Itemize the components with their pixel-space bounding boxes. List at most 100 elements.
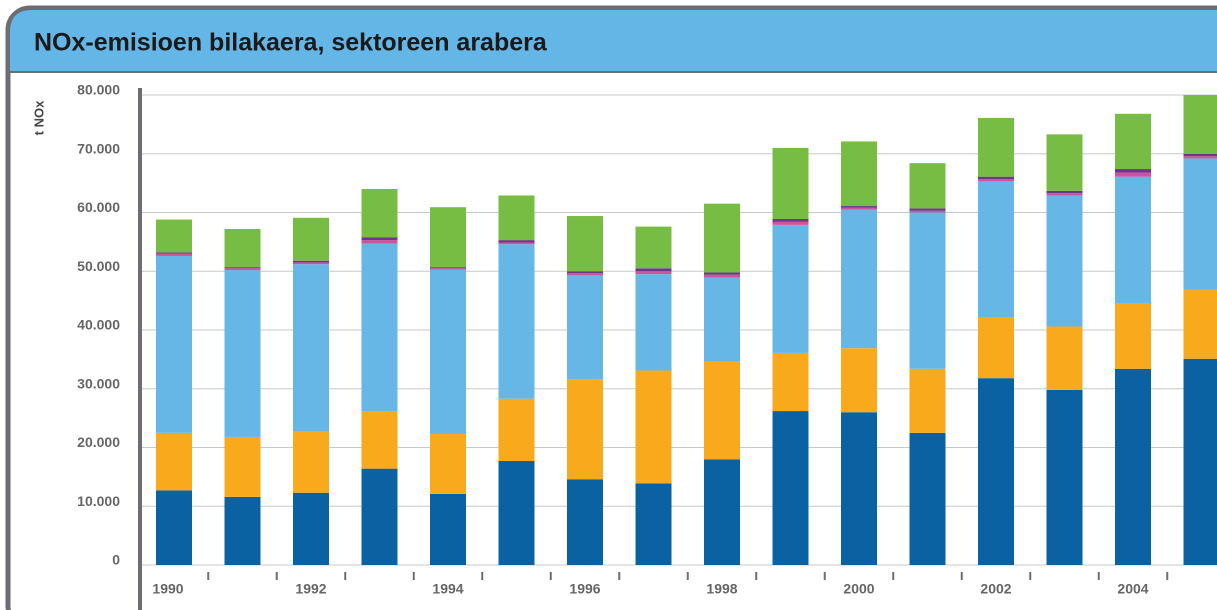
bar-segment xyxy=(1115,302,1151,369)
bar-segment xyxy=(772,352,809,412)
bar-segment xyxy=(498,242,535,245)
y-tick-label: 0 xyxy=(112,552,120,568)
bar-segment xyxy=(1183,156,1217,159)
bar-segment xyxy=(978,317,1014,379)
bar-segment xyxy=(909,208,946,211)
bar-segment xyxy=(361,411,398,469)
x-tick-label: 1992 xyxy=(295,581,326,597)
bar-segment xyxy=(772,147,809,219)
bar-segment xyxy=(361,243,398,412)
bar-segment xyxy=(1046,389,1083,565)
chart-title: NOx-emisioen bilakaera, sektoreen araber… xyxy=(34,29,548,57)
header xyxy=(10,10,1217,72)
bar-segment xyxy=(1115,172,1151,177)
y-tick-label: 70.000 xyxy=(77,140,120,156)
bar-segment xyxy=(156,490,192,565)
bar-segment xyxy=(224,268,261,271)
bar-segment xyxy=(704,274,740,278)
bar-segment xyxy=(224,228,261,268)
bar-segment xyxy=(293,260,329,263)
bar-segment xyxy=(430,433,466,494)
y-tick-label: 20.000 xyxy=(77,434,120,450)
bar-segment xyxy=(909,163,946,209)
y-tick-label: 50.000 xyxy=(77,258,120,274)
bar-segment xyxy=(567,479,603,565)
y-tick-label: 30.000 xyxy=(77,375,120,391)
x-tick-label: 1994 xyxy=(432,581,463,597)
bar-segment xyxy=(361,237,398,241)
bar-segment xyxy=(293,431,329,493)
y-tick-label: 40.000 xyxy=(77,317,120,333)
bar-segment xyxy=(224,496,261,565)
x-tick-label: 1990 xyxy=(152,581,183,597)
bar-segment xyxy=(430,268,466,270)
bar-segment xyxy=(156,253,192,256)
x-tick-label: 2000 xyxy=(843,581,874,597)
bar-segment xyxy=(1046,190,1083,194)
bar-segment xyxy=(498,240,535,243)
bar-segment xyxy=(361,240,398,244)
bar-segment xyxy=(704,203,740,273)
bar-segment xyxy=(704,272,740,275)
bar-segment xyxy=(772,218,809,222)
bar-segment xyxy=(293,492,329,565)
bar-segment xyxy=(293,264,329,432)
bar-segment xyxy=(704,361,740,460)
bar-segment xyxy=(567,275,603,380)
bar-segment xyxy=(498,195,535,241)
y-tick-label: 10.000 xyxy=(77,493,120,509)
bar-segment xyxy=(978,176,1014,180)
x-tick-label: 1996 xyxy=(569,581,600,597)
bar-segment xyxy=(635,274,672,371)
bar-segment xyxy=(909,368,946,433)
bar-segment xyxy=(1183,358,1217,565)
bar-segment xyxy=(635,370,672,484)
bar-segment xyxy=(224,436,261,497)
bar-segment xyxy=(909,210,946,213)
y-axis-label: t NOx xyxy=(31,100,46,135)
bar-segment xyxy=(1115,169,1151,173)
bar-segment xyxy=(1183,289,1217,359)
bar-segment xyxy=(293,262,329,265)
bar-segment xyxy=(635,483,672,565)
bar-segment xyxy=(841,412,877,565)
x-tick-label: 2002 xyxy=(980,581,1011,597)
y-tick-label: 60.000 xyxy=(77,199,120,215)
bar-segment xyxy=(772,224,809,353)
bar-segment xyxy=(772,411,809,565)
bar-segment xyxy=(635,226,672,269)
bar-segment xyxy=(567,379,603,480)
bar-segment xyxy=(704,277,740,362)
bar-segment xyxy=(156,255,192,433)
bar-segment xyxy=(978,117,1014,177)
bar-segment xyxy=(498,244,535,399)
x-tick-label: 2004 xyxy=(1117,581,1148,597)
bar-segment xyxy=(567,271,603,274)
bar-segment xyxy=(567,216,603,272)
bar-segment xyxy=(156,252,192,254)
bar-segment xyxy=(978,378,1014,565)
bar-segment xyxy=(635,268,672,272)
bar-segment xyxy=(361,468,398,565)
bar-segment xyxy=(841,207,877,210)
bar-segment xyxy=(498,461,535,565)
bar-segment xyxy=(909,212,946,369)
bar-segment xyxy=(430,493,466,565)
bar-segment xyxy=(293,217,329,261)
bar-segment xyxy=(635,271,672,275)
bar-segment xyxy=(224,267,261,269)
bar-segment xyxy=(841,206,877,208)
bar-segment xyxy=(704,459,740,565)
bar-segment xyxy=(841,209,877,349)
bar-segment xyxy=(841,348,877,413)
bar-segment xyxy=(1046,134,1083,191)
bar-segment xyxy=(430,267,466,269)
bar-segment xyxy=(430,269,466,434)
bar-segment xyxy=(567,273,603,276)
bar-segment xyxy=(156,432,192,491)
bar-segment xyxy=(978,179,1014,182)
bar-segment xyxy=(224,270,261,437)
bar-segment xyxy=(1046,326,1083,390)
bar-segment xyxy=(978,181,1014,318)
